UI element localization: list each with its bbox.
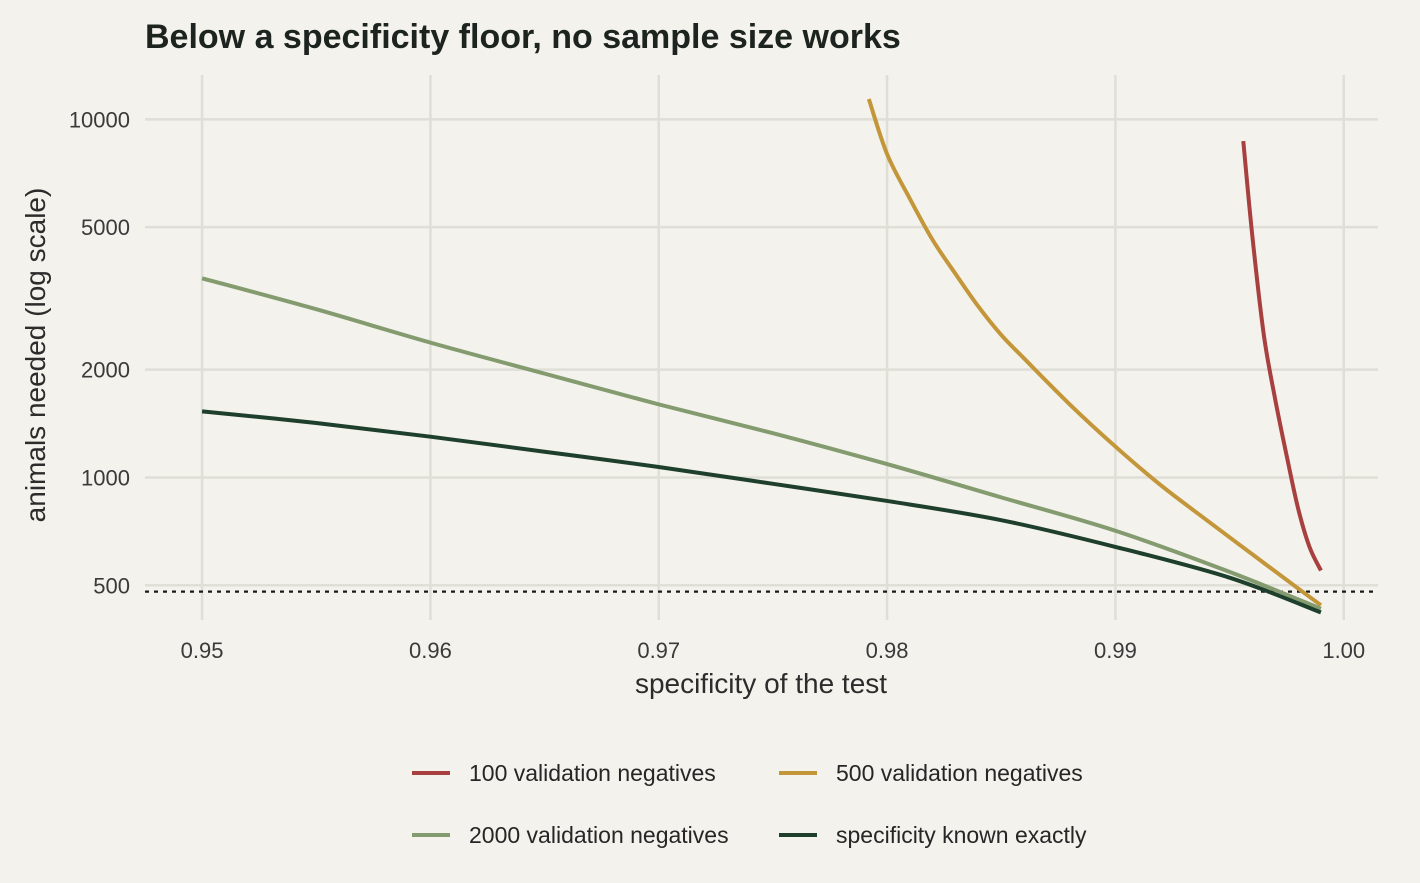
x-tick-label: 0.97 xyxy=(637,638,680,663)
series-line-3 xyxy=(201,276,1322,611)
y-axis-label: animals needed (log scale) xyxy=(20,188,51,523)
legend-label: 100 validation negatives xyxy=(469,760,716,786)
x-axis-label: specificity of the test xyxy=(635,668,887,699)
series-line-1 xyxy=(1241,140,1323,572)
legend-label: 2000 validation negatives xyxy=(469,822,729,848)
y-tick-label: 500 xyxy=(93,573,130,598)
y-tick-label: 5000 xyxy=(81,215,130,240)
y-tick-label: 2000 xyxy=(81,358,130,383)
y-tick-label: 1000 xyxy=(81,465,130,490)
x-tick-label: 0.96 xyxy=(409,638,452,663)
x-tick-label: 0.99 xyxy=(1094,638,1137,663)
x-tick-label: 0.95 xyxy=(181,638,224,663)
x-tick-label: 0.98 xyxy=(866,638,909,663)
legend: 100 validation negatives 500 validation n… xyxy=(412,760,1087,848)
gridlines xyxy=(145,75,1378,620)
tick-labels: 0.95 0.96 0.97 0.98 0.99 1.00 500 1000 2000 5000 1… xyxy=(69,107,1365,663)
y-tick-label: 10000 xyxy=(69,107,130,132)
chart-title: Below a specificity floor, no sample siz… xyxy=(145,18,901,56)
x-tick-label: 1.00 xyxy=(1322,638,1365,663)
legend-label: 500 validation negatives xyxy=(836,760,1083,786)
series-line-4 xyxy=(201,409,1322,615)
series-lines xyxy=(201,98,1323,615)
legend-label: specificity known exactly xyxy=(836,822,1087,848)
series-line-2 xyxy=(866,98,1323,607)
